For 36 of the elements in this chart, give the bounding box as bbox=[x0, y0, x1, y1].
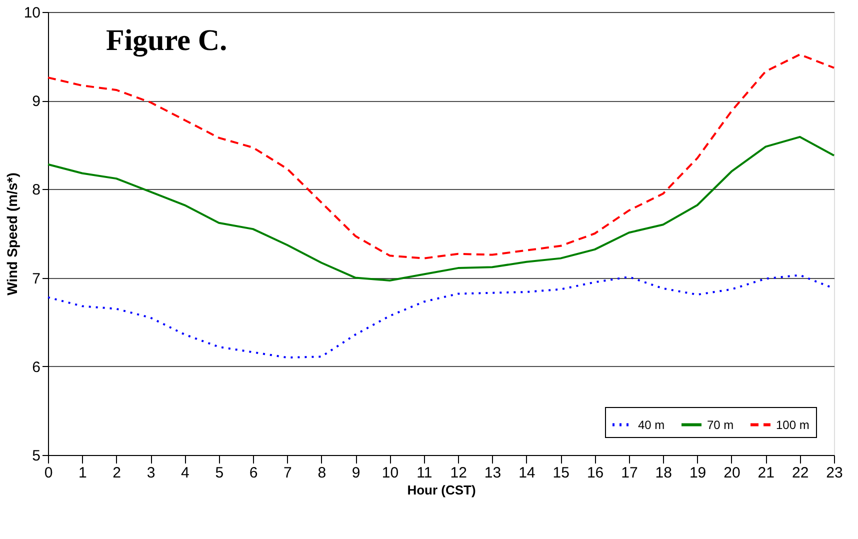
y-tick-label: 8 bbox=[32, 182, 40, 199]
x-tick-label: 14 bbox=[518, 464, 536, 482]
y-tick-label: 10 bbox=[24, 4, 40, 22]
x-tick-label: 19 bbox=[689, 464, 706, 482]
y-tick-label: 6 bbox=[32, 358, 40, 376]
y-tick-label: 7 bbox=[32, 270, 40, 288]
x-tick-label: 13 bbox=[484, 464, 502, 482]
x-tick-label: 12 bbox=[450, 464, 467, 482]
x-tick-label: 4 bbox=[181, 464, 190, 482]
x-tick-label: 9 bbox=[352, 464, 360, 482]
x-tick-label: 8 bbox=[318, 464, 326, 482]
x-tick-label: 11 bbox=[416, 464, 432, 482]
x-tick-label: 5 bbox=[215, 464, 224, 482]
x-tick-label: 7 bbox=[284, 464, 292, 482]
legend-label: 40 m bbox=[638, 418, 665, 432]
x-tick-label: 18 bbox=[655, 464, 672, 482]
annotation: Figure C. bbox=[106, 24, 228, 57]
x-tick-label: 3 bbox=[146, 464, 156, 482]
x-tick-label: 15 bbox=[552, 464, 570, 482]
x-tick-label: 6 bbox=[249, 464, 258, 482]
x-axis-title: Hour (CST) bbox=[407, 482, 476, 498]
y-tick-label: 9 bbox=[32, 93, 40, 110]
x-tick-label: 2 bbox=[112, 464, 122, 482]
y-tick-label: 5 bbox=[32, 448, 40, 464]
x-tick-label: 0 bbox=[44, 464, 53, 482]
x-tick-label: 23 bbox=[826, 464, 843, 482]
x-tick-label: 21 bbox=[758, 464, 774, 482]
legend-label: 70 m bbox=[707, 418, 734, 432]
x-tick-label: 10 bbox=[382, 464, 399, 482]
legend-label: 100 m bbox=[776, 418, 810, 432]
x-tick-label: 20 bbox=[724, 464, 740, 482]
x-tick-label: 22 bbox=[792, 464, 809, 482]
x-tick-label: 16 bbox=[586, 464, 604, 482]
x-tick-label: 1 bbox=[78, 464, 87, 482]
y-axis-title: Wind Speed (m/s*) bbox=[4, 172, 20, 296]
x-tick-label: 17 bbox=[621, 464, 638, 482]
